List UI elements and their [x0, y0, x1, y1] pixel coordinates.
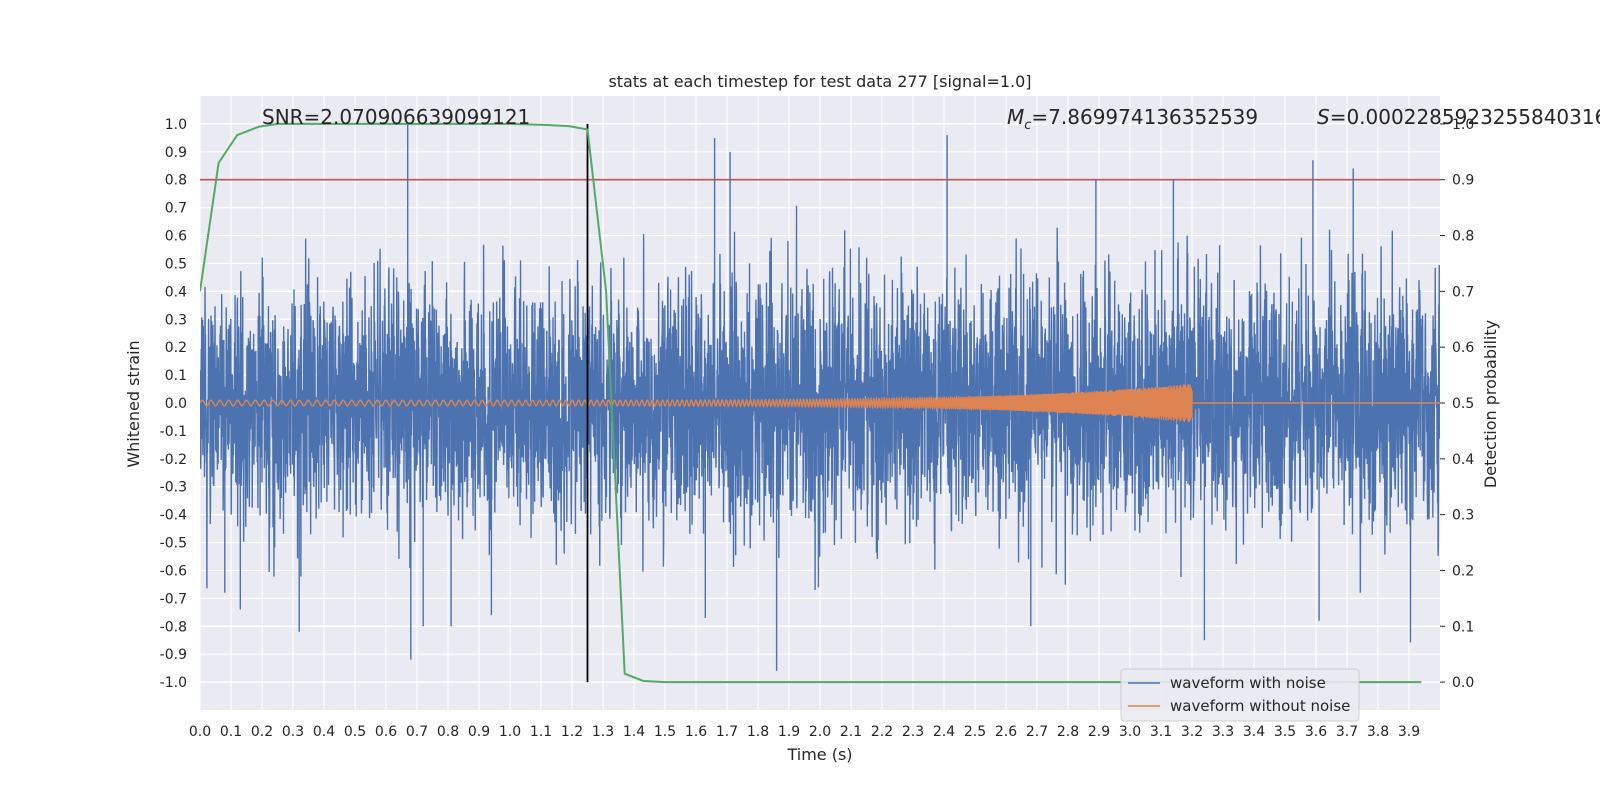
- legend-entry-noisy: waveform with noise: [1170, 674, 1326, 692]
- x-tick-label: 0.3: [282, 724, 304, 740]
- x-tick-label: 2.6: [995, 724, 1017, 740]
- y-left-tick-label: -0.4: [160, 508, 187, 524]
- x-tick-label: 2.2: [871, 724, 893, 740]
- legend-box: [1120, 668, 1360, 722]
- x-tick-labels: 0.0 0.1 0.2 0.3 0.4 0.5 0.6 0.7 0.8 0.9 1.0 1.1 1.2 1…: [189, 724, 1420, 740]
- s-symbol: S: [1317, 105, 1330, 129]
- y-left-tick-label: 0.7: [165, 201, 187, 217]
- y-left-tick-labels: 1.0 0.9 0.8 0.7 0.6 0.5 0.4 0.3 0.2 0.1 0.0 -0.1 -0.…: [160, 117, 187, 691]
- x-tick-label: 0.1: [220, 724, 242, 740]
- x-tick-label: 2.3: [902, 724, 924, 740]
- y-right-tick-labels: 1.0 0.9 0.8 0.7 0.6 0.5 0.4 0.3 0.2 0.1 0.0: [1440, 117, 1474, 691]
- x-tick-label: 2.8: [1057, 724, 1079, 740]
- mc-subscript: c: [1024, 118, 1031, 133]
- x-tick-label: 1.9: [778, 724, 800, 740]
- x-tick-label: 1.3: [592, 724, 614, 740]
- y-left-tick-label: -1.0: [160, 675, 187, 691]
- x-tick-label: 3.6: [1305, 724, 1327, 740]
- y-right-tick-label: 1.0: [1452, 117, 1474, 133]
- mc-symbol: M: [1007, 105, 1024, 129]
- y-right-tick-label: 0.4: [1452, 452, 1474, 468]
- y-right-tick-label: 0.0: [1452, 675, 1474, 691]
- y-left-tick-label: 0.1: [165, 368, 187, 384]
- x-tick-label: 1.0: [499, 724, 521, 740]
- y-left-tick-label: 0.2: [165, 340, 187, 356]
- y-right-tick-label: 0.5: [1452, 396, 1474, 412]
- x-tick-label: 2.0: [809, 724, 831, 740]
- series-layer: [200, 122, 1440, 684]
- x-tick-label: 3.3: [1212, 724, 1234, 740]
- x-tick-label: 0.8: [437, 724, 459, 740]
- y-left-tick-label: -0.9: [160, 647, 187, 663]
- y-left-tick-label: -0.6: [160, 563, 187, 579]
- x-tick-label: 3.8: [1367, 724, 1389, 740]
- s-annotation: S=0.00022859232558403164: [1317, 105, 1600, 129]
- x-tick-label: 0.5: [344, 724, 366, 740]
- y-right-tick-label: 0.9: [1452, 173, 1474, 189]
- y-left-tick-label: 0.5: [165, 256, 187, 272]
- x-tick-label: 3.1: [1150, 724, 1172, 740]
- snr-annotation: SNR=2.070906639099121: [262, 105, 530, 129]
- y-left-tick-label: 0.6: [165, 229, 187, 245]
- x-tick-label: 3.4: [1243, 724, 1265, 740]
- x-tick-label: 1.5: [654, 724, 676, 740]
- y-right-tick-label: 0.8: [1452, 229, 1474, 245]
- y-left-tick-label: -0.1: [160, 424, 187, 440]
- y-right-tick-label: 0.7: [1452, 284, 1474, 300]
- y-left-tick-label: 0.4: [165, 284, 187, 300]
- x-axis-label: Time (s): [786, 745, 852, 764]
- x-tick-label: 3.7: [1336, 724, 1358, 740]
- y-right-tick-label: 0.1: [1452, 619, 1474, 635]
- y-right-axis-label: Detection probability: [1481, 320, 1500, 488]
- x-tick-label: 3.9: [1398, 724, 1420, 740]
- x-tick-label: 2.4: [933, 724, 955, 740]
- chirp-mass-annotation: Mc=7.869974136352539: [1007, 105, 1258, 133]
- y-right-tick-label: 0.3: [1452, 508, 1474, 524]
- y-left-tick-label: -0.7: [160, 591, 187, 607]
- y-left-tick-label: 0.0: [165, 396, 187, 412]
- x-tick-label: 0.7: [406, 724, 428, 740]
- chart-title: stats at each timestep for test data 277…: [608, 72, 1031, 91]
- x-tick-label: 1.8: [747, 724, 769, 740]
- x-tick-label: 1.1: [530, 724, 552, 740]
- x-tick-label: 0.9: [468, 724, 490, 740]
- x-tick-label: 2.9: [1088, 724, 1110, 740]
- mc-value: =7.869974136352539: [1031, 105, 1258, 129]
- y-left-tick-label: -0.2: [160, 452, 187, 468]
- detection-probability-line: [200, 122, 1422, 684]
- x-tick-label: 0.0: [189, 724, 211, 740]
- y-left-axis-label: Whitened strain: [124, 340, 143, 467]
- x-tick-label: 0.6: [375, 724, 397, 740]
- x-tick-label: 0.2: [251, 724, 273, 740]
- x-tick-label: 1.6: [685, 724, 707, 740]
- x-tick-label: 2.1: [840, 724, 862, 740]
- y-left-tick-label: 0.3: [165, 312, 187, 328]
- s-value: =0.00022859232558403164: [1330, 105, 1600, 129]
- x-tick-label: 1.4: [623, 724, 645, 740]
- x-tick-label: 0.4: [313, 724, 335, 740]
- legend: waveform with noise waveform without noi…: [1120, 668, 1360, 722]
- x-tick-label: 1.2: [561, 724, 583, 740]
- y-left-tick-label: -0.5: [160, 536, 187, 552]
- y-right-tick-label: 0.2: [1452, 563, 1474, 579]
- y-left-tick-label: -0.3: [160, 480, 187, 496]
- clean-waveform-line: [200, 383, 1440, 423]
- y-left-tick-label: 1.0: [165, 117, 187, 133]
- x-tick-label: 3.2: [1181, 724, 1203, 740]
- noisy-waveform-line: [200, 123, 1440, 671]
- x-tick-label: 3.0: [1119, 724, 1141, 740]
- x-tick-label: 1.7: [716, 724, 738, 740]
- y-left-tick-label: -0.8: [160, 619, 187, 635]
- x-tick-label: 2.5: [964, 724, 986, 740]
- legend-entry-clean: waveform without noise: [1170, 697, 1350, 715]
- x-tick-label: 2.7: [1026, 724, 1048, 740]
- y-left-tick-label: 0.8: [165, 173, 187, 189]
- y-left-tick-label: 0.9: [165, 145, 187, 161]
- y-right-tick-label: 0.6: [1452, 340, 1474, 356]
- x-tick-label: 3.5: [1274, 724, 1296, 740]
